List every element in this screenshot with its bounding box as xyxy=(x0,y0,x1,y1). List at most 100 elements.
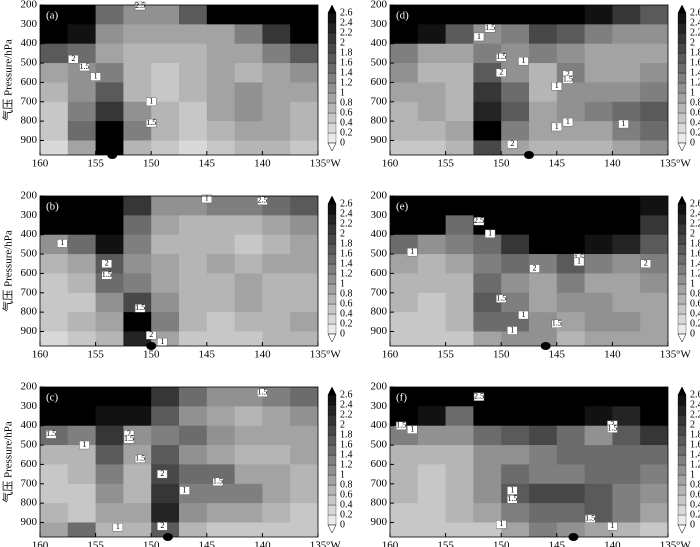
colorbar-tick-label: 2.6 xyxy=(340,198,353,209)
heat-cell xyxy=(206,292,236,313)
heat-cell xyxy=(529,522,558,537)
heat-cell xyxy=(501,425,530,446)
heat-cell xyxy=(556,140,586,155)
contour-label: 1 xyxy=(510,485,514,494)
heat-cell xyxy=(67,5,97,25)
x-unit: °W xyxy=(326,349,341,361)
colorbar-segment xyxy=(677,203,687,215)
y-tick-label: 800 xyxy=(371,115,388,127)
colorbar-tick-label: 2.4 xyxy=(340,399,353,410)
colorbar-tick-label: 1.4 xyxy=(340,449,353,460)
heat-cell xyxy=(179,196,208,216)
heat-cell xyxy=(612,43,641,64)
x-unit: °W xyxy=(326,540,341,547)
heat-cell xyxy=(234,82,263,103)
colorbar-tick-label: 2.6 xyxy=(690,389,700,400)
heat-cell xyxy=(445,387,474,407)
heat-cell xyxy=(151,483,180,504)
heat-cell xyxy=(234,254,263,274)
label-box xyxy=(473,32,485,42)
colorbar-tick-label: 2.4 xyxy=(690,208,700,219)
heat-cell xyxy=(445,503,474,523)
heat-cell xyxy=(179,387,208,407)
colorbar-tick-label: 0 xyxy=(340,328,345,339)
colorbar-segment xyxy=(327,122,337,134)
label-box xyxy=(79,62,90,72)
heat-cell xyxy=(529,101,558,122)
contour-label: 2 xyxy=(149,330,153,339)
contour-label: 1.5 xyxy=(563,74,573,83)
contour-label: 2 xyxy=(127,429,131,438)
label-box xyxy=(607,522,618,531)
heat-cell xyxy=(234,5,263,25)
heat-cell xyxy=(390,273,419,294)
heat-cell xyxy=(234,63,263,83)
y-tick-label: 200 xyxy=(371,0,388,11)
colorbar-extend-bottom xyxy=(327,333,337,343)
contour-label: 1 xyxy=(82,440,86,449)
heat-cell xyxy=(612,464,641,485)
heat-cell xyxy=(612,140,641,155)
colorbar-segment xyxy=(677,323,687,335)
heat-cell xyxy=(640,140,668,155)
colorbar-segment xyxy=(327,243,337,255)
heat-cell xyxy=(445,522,474,537)
label-box xyxy=(134,1,146,11)
x-tick-label: 145 xyxy=(549,158,566,170)
heat-cell xyxy=(445,24,474,45)
heat-cell xyxy=(290,483,318,504)
heat-cell xyxy=(151,196,180,216)
colorbar-tick-label: 1.2 xyxy=(690,77,700,88)
colorbar-segment xyxy=(677,424,687,436)
contour-label: 1 xyxy=(510,325,514,334)
colorbar-segment xyxy=(677,494,687,506)
heat-cell xyxy=(123,82,152,103)
colorbar-segment xyxy=(677,303,687,315)
contour-label: 2 xyxy=(644,259,648,268)
label-box xyxy=(157,469,168,479)
colorbar-segment xyxy=(327,52,337,64)
contour-label: 1 xyxy=(116,522,120,531)
heat-cell xyxy=(556,82,586,103)
heat-cell xyxy=(584,331,613,346)
plot-frame xyxy=(389,386,669,538)
heat-cell xyxy=(206,140,236,155)
heat-cell xyxy=(584,101,613,122)
heat-cell xyxy=(206,101,236,122)
heat-cell xyxy=(417,406,447,427)
contour-label: 2 xyxy=(160,469,164,478)
label-box xyxy=(607,424,618,433)
heat-cell xyxy=(95,82,124,103)
heat-cell xyxy=(501,121,530,141)
heat-cell xyxy=(151,140,180,155)
contour-label: 2.5 xyxy=(257,196,267,205)
colorbar-tick-label: 1.4 xyxy=(690,258,700,269)
colorbar-tick-label: 0.4 xyxy=(340,308,353,319)
label-box xyxy=(551,319,562,328)
heat-cell xyxy=(179,312,208,332)
heat-cell xyxy=(40,292,69,313)
heat-cell xyxy=(445,445,474,465)
heat-cell xyxy=(640,387,668,407)
heat-cell xyxy=(179,292,208,313)
heat-cell xyxy=(612,254,641,274)
heat-cell xyxy=(179,503,208,523)
heat-cell xyxy=(445,234,474,255)
x-tick-label: 150 xyxy=(493,158,510,170)
heat-cell xyxy=(206,215,236,236)
storm-center xyxy=(540,342,551,350)
colorbar-tick-label: 1 xyxy=(340,469,345,480)
label-box xyxy=(529,264,540,273)
y-tick-label: 500 xyxy=(371,57,388,69)
panel-label: (d) xyxy=(396,10,409,22)
heat-cell xyxy=(67,140,97,155)
heat-cell xyxy=(473,425,502,446)
colorbar-segment xyxy=(327,203,337,215)
contour-label: 1.5 xyxy=(396,421,406,430)
colorbar-segment xyxy=(327,303,337,315)
heat-cell xyxy=(417,273,447,294)
colorbar-tick-label: 2 xyxy=(690,419,695,430)
heat-cell xyxy=(556,483,586,504)
heat-cell xyxy=(151,82,180,103)
